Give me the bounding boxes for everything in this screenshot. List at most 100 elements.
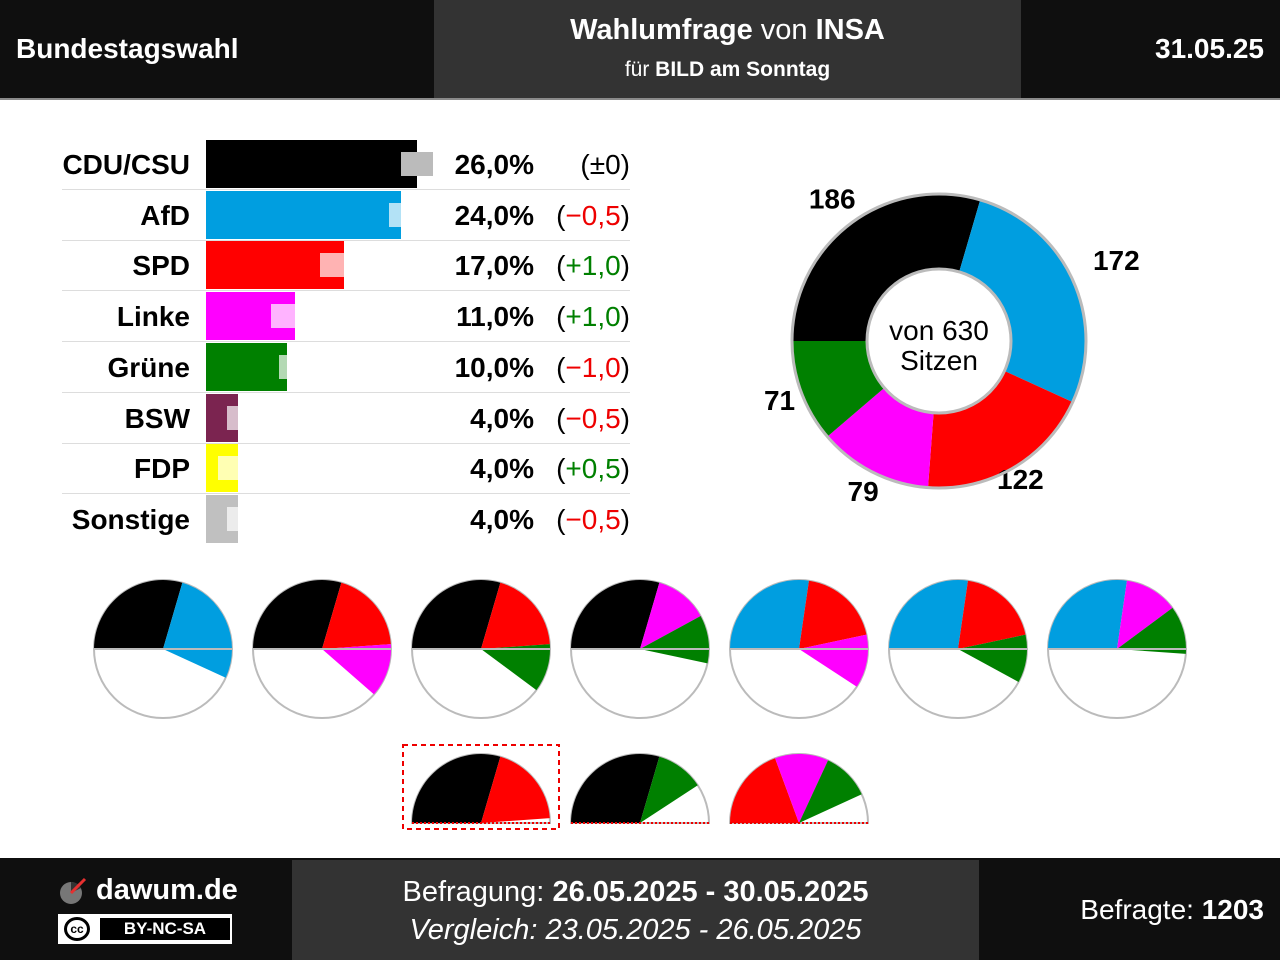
coalition-slice-linke (799, 634, 869, 687)
previous-value-marker (401, 152, 433, 176)
coalition-full-0 (93, 579, 233, 719)
title-connector: von (752, 14, 816, 46)
coalition-slice-cdu-csu (94, 580, 183, 649)
survey-dates: Befragung: 26.05.2025 - 30.05.2025 Vergl… (292, 860, 979, 960)
donut-slice-linke (827, 387, 934, 488)
coalition-half-2 (728, 753, 870, 824)
poll-subtitle: für BILD am Sonntag (434, 58, 1021, 82)
respondents: Befragte: 1203 (1080, 894, 1264, 926)
donut-slice-cdu-csu (792, 194, 981, 341)
coalition-slice-afd (1048, 580, 1127, 649)
comparison-period-label: Vergleich: (409, 914, 546, 946)
seat-count-label: 186 (809, 184, 856, 215)
seat-count-label: 172 (1093, 245, 1140, 276)
coalition-slice-cdu-csu (253, 580, 342, 649)
survey-period-label: Befragung: (402, 876, 553, 908)
coalition-slice-cdu-csu (571, 579, 660, 649)
previous-value-marker (388, 202, 421, 227)
coalition-full-3 (570, 579, 710, 719)
coalition-half-1 (569, 753, 711, 824)
coalition-slice-gr-ne (958, 634, 1027, 682)
site-logo[interactable]: dawum.de (96, 874, 238, 906)
party-percentage: 24,0% (454, 199, 534, 231)
coalition-slice-spd (322, 582, 391, 649)
previous-value-marker (279, 354, 312, 379)
party-name: Sonstige (71, 503, 190, 535)
party-percentage: 4,0% (470, 453, 534, 485)
seat-count-label: 71 (764, 385, 795, 416)
party-percentage: 4,0% (470, 503, 534, 535)
header-divider (0, 98, 1280, 100)
coalition-slice-spd (481, 756, 550, 823)
party-name: Grüne (107, 351, 190, 383)
party-name: AfD (140, 199, 190, 231)
governing-coalition-highlight (402, 744, 560, 830)
coalition-slice-cdu-csu (571, 753, 660, 823)
coalition-slice-gr-ne (640, 756, 698, 823)
party-change: (+0,5) (556, 453, 630, 485)
coalition-slice-linke (322, 644, 391, 695)
party-name: SPD (132, 250, 190, 282)
party-percentage: 11,0% (456, 301, 534, 333)
previous-value-marker (271, 304, 304, 329)
poll-date: 31.05.25 (1155, 33, 1264, 64)
title-poll-word: Wahlumfrage (570, 14, 753, 46)
coalition-slice-gr-ne (640, 616, 709, 664)
party-row-afd: AfD 24,0% (−0,5) (62, 190, 630, 241)
party-change: (±0) (580, 149, 630, 180)
election-label: Bundestagswahl (16, 33, 239, 64)
coalition-slice-spd (958, 580, 1026, 649)
subtitle-prefix: für (624, 58, 656, 81)
party-change: (−0,5) (556, 199, 630, 231)
bar-afd (206, 190, 401, 239)
institute-name: INSA (815, 14, 885, 46)
previous-value-marker (226, 405, 259, 430)
donut-slice-spd (928, 370, 1073, 489)
party-change: (−0,5) (556, 503, 630, 535)
footer-bar: dawum.de cc BY-NC-SA Befragung: 26.05.20… (0, 858, 1280, 960)
coalition-full-6 (1047, 579, 1187, 719)
party-percentage: 4,0% (470, 402, 534, 434)
donut-center-total: von 630 (889, 315, 989, 346)
party-row-linke: Linke 11,0% (+1,0) (62, 292, 630, 343)
client-name: BILD am Sonntag (655, 58, 831, 81)
coalition-slice-cdu-csu (412, 580, 501, 649)
coalition-slice-afd (889, 580, 968, 649)
comparison-period-value: 23.05.2025 - 26.05.2025 (545, 914, 862, 946)
previous-value-marker (319, 253, 352, 278)
party-change: (−0,5) (556, 402, 630, 434)
license-badge[interactable]: cc BY-NC-SA (58, 914, 232, 944)
survey-period-value: 26.05.2025 - 30.05.2025 (552, 876, 869, 908)
coalition-slice-gr-ne (1117, 607, 1186, 654)
party-name: BSW (124, 402, 190, 434)
party-percentage: 17,0% (454, 250, 534, 282)
party-change: (+1,0) (556, 250, 630, 282)
cc-icon: cc (64, 917, 90, 941)
party-name: Linke (116, 301, 190, 333)
party-row-bsw: BSW 4,0% (−0,5) (62, 393, 630, 444)
coalition-full-4 (729, 579, 869, 719)
coalition-slice-spd (730, 758, 799, 823)
party-row-cdu-csu: CDU/CSU 26,0% (±0) (62, 140, 630, 190)
respondents-label: Befragte: (1080, 894, 1202, 925)
party-row-sonstige: Sonstige 4,0% (−0,5) (62, 494, 630, 545)
party-change: (−1,0) (556, 351, 630, 383)
coalition-slice-gr-ne (799, 760, 862, 823)
header-bar: Bundestagswahl Wahlumfrage von INSA für … (0, 0, 1280, 98)
seat-count-label: 122 (997, 464, 1044, 495)
party-change: (+1,0) (556, 301, 630, 333)
coalition-full-5 (888, 579, 1028, 719)
coalition-slice-linke (640, 582, 701, 649)
donut-center (865, 267, 1013, 415)
bar-gr-ne (206, 342, 288, 391)
comparison-period: Vergleich: 23.05.2025 - 26.05.2025 (292, 914, 979, 947)
donut-slice-gr-ne (792, 341, 885, 437)
poll-title-box: Wahlumfrage von INSA für BILD am Sonntag (434, 0, 1021, 98)
party-row-spd: SPD 17,0% (+1,0) (62, 241, 630, 292)
party-name: FDP (134, 453, 190, 485)
coalition-slice-spd (481, 582, 550, 649)
previous-value-marker (226, 506, 259, 531)
party-row-fdp: FDP 4,0% (+0,5) (62, 444, 630, 495)
party-percentage: 10,0% (454, 351, 534, 383)
